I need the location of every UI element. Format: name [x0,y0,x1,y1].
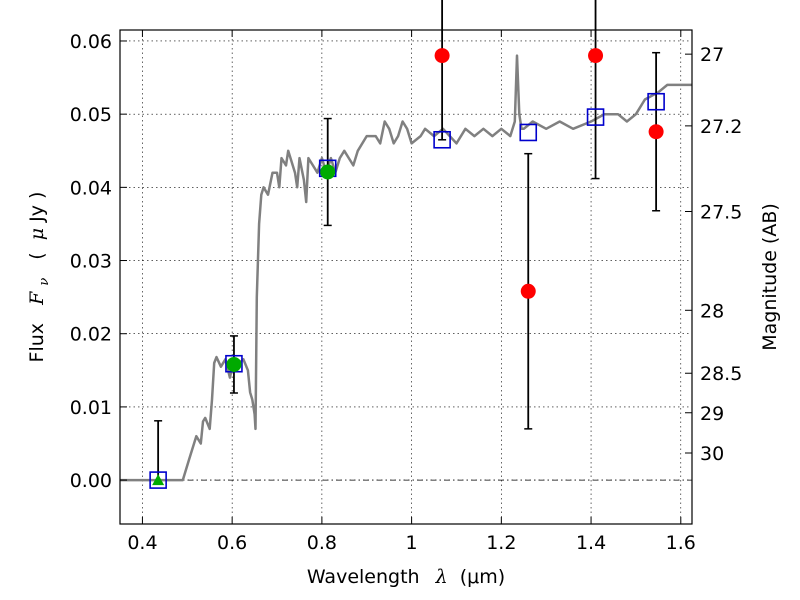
y2-tick-label: 27.2 [700,116,742,138]
x-tick-label: 1.4 [576,532,606,554]
x-axis-label-unit: (μm) [460,566,505,588]
y-axis-label-text: Flux [26,323,48,363]
y-axis-label-unit-mu: μ [26,228,48,240]
y-axis-label-unit: Jy ) [26,192,48,223]
upper-limit-marker [520,283,536,299]
x-tick-label: 1 [406,532,418,554]
detection-marker [226,356,242,372]
y2-tick-label: 30 [700,443,724,465]
x-tick-label: 1.6 [666,532,696,554]
model-box-marker [647,92,665,111]
ticks: 0.4 0.6 0.8 1 1.2 1.4 1.6 0.00 0.01 0.02 0.03 0.04 0… [70,30,742,554]
x-axis-label-symbol: λ [435,566,448,588]
y-axis-label: Flux F ν ( μ Jy ) [26,192,53,363]
model-box-marker [433,130,451,149]
plot-area [120,0,692,489]
upper-limit-marker [434,48,450,64]
x-axis-label: Wavelength λ (μm) [307,566,505,588]
y-tick-label: 0.03 [70,251,112,273]
plot-frame [119,29,693,525]
x-tick-label: 0.4 [127,532,157,554]
y-tick-label: 0.01 [70,397,112,419]
model-box-marker [149,471,167,489]
spectrum-line [120,54,692,482]
y2-tick-label: 28.5 [700,363,742,385]
x-tick-label: 0.6 [217,532,247,554]
x-tick-label: 0.8 [307,532,337,554]
y-tick-label: 0.05 [70,104,112,126]
y-tick-label: 0.04 [70,177,112,199]
y-tick-label: 0.06 [70,31,112,53]
triangle-marker [152,474,165,486]
y-axis-label-subscript: ν [37,278,52,286]
y2-tick-label: 28 [700,300,724,322]
y2-tick-label: 27 [700,44,724,66]
grid [120,30,692,524]
y-tick-label: 0.02 [70,324,112,346]
x-axis-label-text: Wavelength [307,566,420,588]
y-axis-label-symbol: F [26,291,48,306]
upper-limit-marker [648,124,664,140]
detection-marker [320,164,336,180]
y-axis-label-unit-open: ( [26,252,48,259]
y2-tick-label: 27.5 [700,201,742,223]
x-tick-label: 1.2 [486,532,516,554]
y2-axis-label: Magnitude (AB) [759,203,781,351]
y-tick-label: 0.00 [70,470,112,492]
model-box-marker [519,123,538,142]
upper-limit-marker [588,48,604,64]
y2-tick-label: 29 [700,403,724,425]
model-box-marker [586,108,605,126]
